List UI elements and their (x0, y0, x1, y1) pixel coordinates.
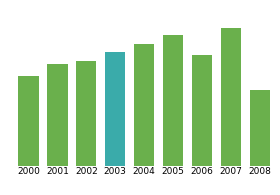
Bar (18, 76, 39, 166)
Bar (105, 52, 125, 166)
Bar (47, 64, 67, 166)
Bar (250, 90, 270, 166)
Bar (192, 55, 212, 166)
Bar (76, 61, 97, 166)
Bar (221, 28, 241, 166)
Bar (134, 44, 154, 166)
Bar (163, 35, 183, 166)
